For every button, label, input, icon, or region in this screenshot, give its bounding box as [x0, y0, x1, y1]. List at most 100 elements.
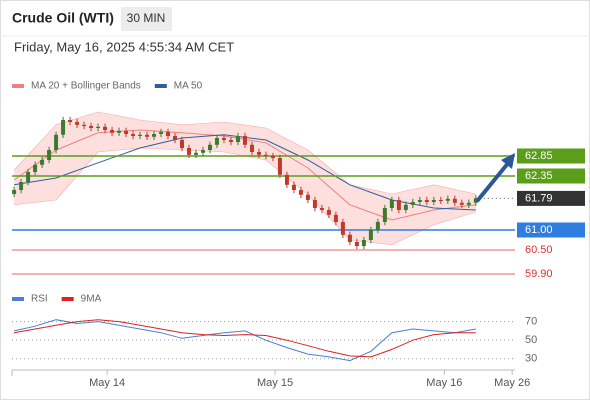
candle-body: [75, 122, 80, 125]
level-label: 62.85: [525, 150, 553, 162]
level-badge: [517, 168, 585, 184]
candle-body: [228, 140, 233, 142]
x-tick-label: May 16: [426, 377, 462, 389]
x-tick-label: May 26: [494, 377, 530, 389]
candle-body: [424, 200, 429, 202]
candle-body: [396, 200, 401, 210]
candle-body: [305, 194, 310, 200]
y-tick-label: 50: [525, 334, 537, 346]
level-label: 62.35: [525, 170, 553, 182]
candle-body: [179, 140, 184, 148]
legend-label: 9MA: [81, 294, 102, 305]
candle-body: [33, 164, 38, 172]
candle-body: [54, 134, 59, 150]
candle-body: [319, 208, 324, 210]
x-tick-label: May 15: [257, 377, 293, 389]
band-edge: [13, 111, 476, 195]
candle-body: [117, 130, 122, 133]
candle-body: [256, 152, 261, 155]
legend-swatch: [12, 84, 24, 88]
level-label: 59.90: [525, 268, 553, 280]
candle-body: [40, 160, 45, 165]
candle-body: [242, 136, 247, 145]
level-badge: [517, 148, 585, 164]
candle-body: [26, 172, 31, 182]
candle-body: [382, 208, 387, 222]
bollinger-band: [14, 112, 476, 245]
candle-body: [361, 240, 366, 246]
candle-body: [47, 150, 52, 160]
candle-body: [19, 182, 24, 190]
indicator-line: [13, 319, 476, 362]
candle-body: [249, 144, 254, 152]
forecast-arrowhead: [501, 153, 515, 169]
candle-body: [466, 202, 471, 205]
level-badge: [517, 190, 585, 206]
candle-body: [173, 136, 178, 140]
candle-body: [375, 222, 380, 230]
candle-body: [389, 200, 394, 208]
candle-body: [103, 126, 108, 130]
candle-body: [207, 144, 212, 150]
candle-body: [110, 130, 115, 133]
candle-body: [152, 134, 157, 137]
candle-body: [61, 120, 66, 135]
candle-body: [89, 126, 94, 128]
forecast-arrow: [476, 160, 511, 202]
legend-label: MA 50: [174, 81, 203, 92]
level-badge: [517, 222, 585, 238]
instrument-title: Crude Oil (WTI): [12, 10, 114, 26]
candle-body: [340, 222, 345, 235]
candle-body: [221, 138, 226, 140]
candle-body: [193, 152, 198, 155]
candle-body: [166, 132, 171, 136]
candle-body: [473, 198, 478, 203]
candle-body: [312, 200, 317, 208]
level-label: 61.00: [525, 224, 553, 236]
legend-swatch: [12, 297, 24, 301]
candle-body: [459, 202, 464, 205]
level-label: 60.50: [525, 244, 553, 256]
candle-body: [12, 190, 17, 194]
candle-body: [417, 200, 422, 202]
candle-body: [298, 190, 303, 195]
indicator-line: [14, 319, 476, 358]
candle-body: [145, 134, 150, 137]
candle-body: [68, 120, 73, 122]
candle-body: [403, 204, 408, 210]
candle-body: [431, 200, 436, 202]
candle-body: [214, 138, 219, 145]
level-label: 61.79: [525, 192, 553, 204]
legend-label: MA 20 + Bollinger Bands: [31, 81, 141, 92]
candle-body: [82, 124, 87, 126]
candle-body: [96, 126, 101, 128]
candle-body: [354, 242, 359, 246]
timeframe-badge[interactable]: [121, 7, 172, 31]
candle-body: [452, 198, 457, 203]
candle-body: [326, 210, 331, 215]
candle-body: [200, 150, 205, 153]
candle-body: [445, 198, 450, 201]
candle-body: [159, 132, 164, 134]
candle-body: [347, 234, 352, 242]
timestamp: Friday, May 16, 2025 4:55:34 AM CET: [14, 39, 234, 54]
candle-body: [438, 200, 443, 201]
candle-body: [138, 134, 143, 136]
y-tick-label: 70: [525, 316, 537, 328]
candle-body: [186, 148, 191, 155]
candle-body: [333, 214, 338, 222]
legend-swatch: [61, 297, 74, 301]
candle-body: [270, 156, 275, 158]
candle-body: [277, 158, 282, 175]
y-tick-label: 30: [525, 353, 537, 365]
candle-body: [263, 154, 268, 156]
legend-label: RSI: [31, 294, 48, 305]
candle-body: [368, 230, 373, 240]
candle-body: [131, 134, 136, 136]
legend-swatch: [154, 84, 167, 88]
candle-body: [124, 130, 129, 134]
timeframe[interactable]: 30 MIN: [127, 11, 166, 25]
candle-body: [410, 202, 415, 205]
